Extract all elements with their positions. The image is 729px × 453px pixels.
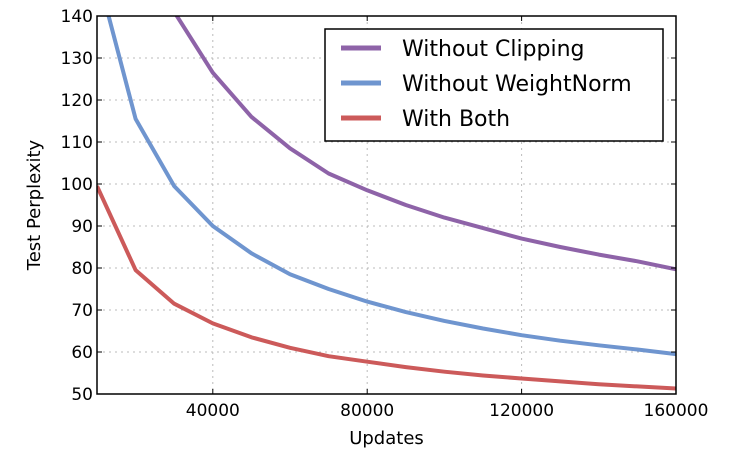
axis-ticks: 50 60 70 80 90 100 110 120 130 140 40000 80000 12000… <box>61 7 709 421</box>
y-axis-label: Test Perplexity <box>24 139 45 271</box>
x-tick-label: 40000 <box>186 401 240 421</box>
y-tick-label: 110 <box>61 133 93 153</box>
y-tick-label: 90 <box>71 217 93 237</box>
legend: Without Clipping Without WeightNorm With B… <box>324 28 664 142</box>
x-tick-label: 160000 <box>644 401 709 421</box>
series-line-1 <box>174 16 676 272</box>
y-tick-label: 60 <box>71 343 93 363</box>
y-tick-label: 80 <box>71 259 93 279</box>
y-tick-label: 130 <box>61 49 93 69</box>
y-tick-label: 140 <box>61 7 93 27</box>
plot-area-frame <box>96 15 677 395</box>
legend-label: Without Clipping <box>402 37 585 62</box>
x-axis-label: Updates <box>349 428 424 449</box>
y-tick-label: 120 <box>61 91 93 111</box>
series-line-3 <box>97 185 676 391</box>
legend-box <box>324 28 664 142</box>
series-line-2 <box>106 16 676 357</box>
legend-label: With Both <box>402 107 510 132</box>
y-tick-label: 50 <box>71 385 93 405</box>
y-tick-label: 70 <box>71 301 93 321</box>
y-tick-label: 100 <box>61 175 93 195</box>
x-tick-label: 80000 <box>340 401 394 421</box>
series-lines <box>97 16 676 391</box>
x-tick-label: 120000 <box>489 401 554 421</box>
legend-label: Without WeightNorm <box>402 72 632 97</box>
